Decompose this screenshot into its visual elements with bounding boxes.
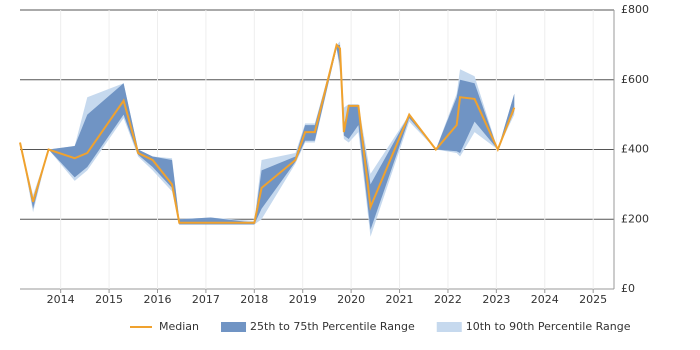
legend-label: 10th to 90th Percentile Range	[466, 320, 631, 333]
y-tick-label: £200	[621, 212, 649, 225]
x-tick-label: 2019	[289, 293, 317, 306]
y-tick-label: £800	[621, 3, 649, 16]
legend-swatch	[436, 322, 462, 332]
percentile-band	[20, 44, 515, 230]
legend-label: 25th to 75th Percentile Range	[250, 320, 415, 333]
x-tick-label: 2016	[143, 293, 171, 306]
x-tick-label: 2015	[95, 293, 123, 306]
y-tick-label: £0	[621, 282, 635, 295]
x-tick-label: 2024	[531, 293, 559, 306]
x-tick-label: 2022	[434, 293, 462, 306]
x-tick-label: 2017	[192, 293, 220, 306]
median-line	[19, 42, 516, 224]
x-tick-label: 2020	[337, 293, 365, 306]
y-tick-label: £600	[621, 73, 649, 86]
legend-label: Median	[159, 320, 199, 333]
y-tick-label: £400	[621, 143, 649, 156]
x-tick-label: 2025	[579, 293, 607, 306]
x-tick-label: 2014	[47, 293, 75, 306]
legend-swatch	[221, 322, 247, 332]
x-tick-label: 2023	[482, 293, 510, 306]
x-tick-label: 2018	[240, 293, 268, 306]
x-tick-label: 2021	[386, 293, 414, 306]
